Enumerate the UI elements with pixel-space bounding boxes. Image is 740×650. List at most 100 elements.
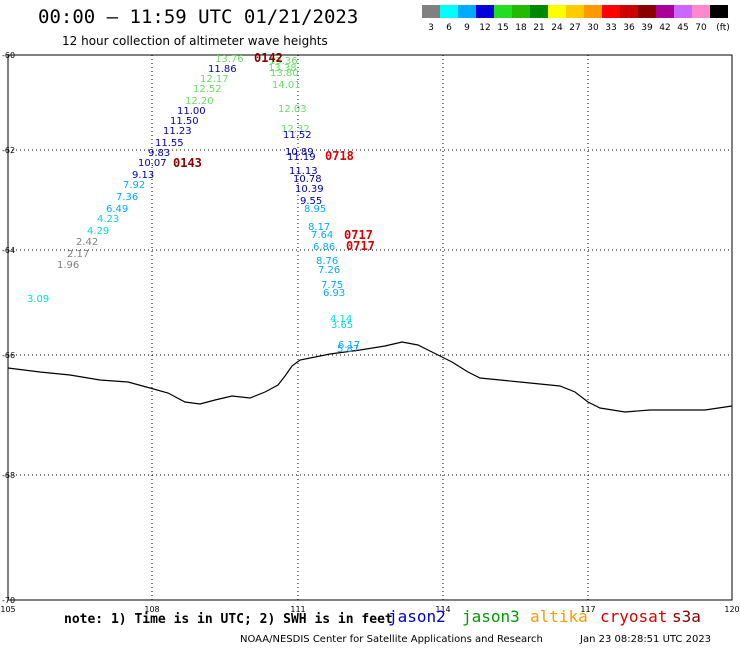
wave-height-label: 4.14 <box>330 314 352 325</box>
legend-label: 18 <box>515 23 527 33</box>
latitude-label: -70 <box>2 596 15 605</box>
wave-height-label: 11.00 <box>177 106 206 117</box>
wave-height-label: 8.95 <box>304 204 326 215</box>
wave-height-label: 11.13 <box>289 166 318 177</box>
legend-swatch <box>422 5 440 18</box>
coastline <box>7 341 733 413</box>
wave-height-label: 6.49 <box>106 204 128 215</box>
wave-height-label: 6.86 <box>313 242 335 253</box>
pass-time-label: 0717 <box>346 239 375 253</box>
wave-height-label: 7.75 <box>321 280 343 291</box>
wave-height-label: 1.96 <box>57 260 79 271</box>
legend-label: 24 <box>551 23 563 33</box>
wave-height-label: 13.80 <box>270 68 299 79</box>
legend-label: (ft) <box>716 23 730 33</box>
wave-height-label: 9.83 <box>148 148 170 159</box>
pass-time-label: 0718 <box>325 149 354 163</box>
satellite-s3a: s3a <box>672 607 701 626</box>
satellite-jason2: jason2 <box>388 607 446 626</box>
latitude-label: -60 <box>2 51 15 60</box>
wave-height-label: 2.42 <box>76 237 98 248</box>
wave-height-label: 7.26 <box>318 265 340 276</box>
wave-height-label: 11.55 <box>155 138 184 149</box>
wave-height-label: 4.29 <box>87 226 109 237</box>
latitude-label: -68 <box>2 471 15 480</box>
longitude-label: 117 <box>580 605 595 614</box>
legend-swatch <box>620 5 638 18</box>
legend-label: 3 <box>428 23 434 33</box>
legend-label: 30 <box>587 23 599 33</box>
satellite-jason3: jason3 <box>462 607 520 626</box>
pass-time-label: 0143 <box>173 156 202 170</box>
wave-height-label: 10.78 <box>293 174 322 185</box>
wave-height-label: 10.07 <box>138 158 167 169</box>
wave-height-label: 6.17 <box>338 340 360 351</box>
wave-height-label: 13.76 <box>215 54 244 65</box>
legend-label: 45 <box>677 23 688 33</box>
longitude-label: 120 <box>724 605 739 614</box>
legend-swatch <box>566 5 584 18</box>
legend-swatch <box>638 5 656 18</box>
wave-height-label: 11.50 <box>170 116 199 127</box>
wave-height-label: 7.64 <box>311 230 333 241</box>
wave-height-label: 6.93 <box>323 288 345 299</box>
pass-time-label: 0717 <box>344 228 373 242</box>
latitude-label: -66 <box>2 351 15 360</box>
wave-height-label: 14.01 <box>272 80 301 91</box>
legend-swatch <box>494 5 512 18</box>
legend-label: 27 <box>569 23 580 33</box>
timestamp: Jan 23 08:28:51 UTC 2023 <box>580 634 712 645</box>
legend-swatch <box>584 5 602 18</box>
wave-height-label: 8.76 <box>316 256 338 267</box>
legend-label: 36 <box>623 23 635 33</box>
legend-swatch <box>674 5 692 18</box>
legend-label: 39 <box>641 23 653 33</box>
wave-height-label: 4.23 <box>97 214 119 225</box>
satellite-cryosat: cryosat <box>600 607 668 626</box>
legend-swatch <box>512 5 530 18</box>
latitude-label: -62 <box>2 146 15 155</box>
wave-height-label: 7.92 <box>123 180 145 191</box>
legend-label: 21 <box>533 23 544 33</box>
wave-height-label: 11.86 <box>208 64 237 75</box>
legend-swatch <box>530 5 548 18</box>
wave-height-label: 12.17 <box>200 74 229 85</box>
wave-height-label: 9.55 <box>300 196 322 207</box>
legend-label: 9 <box>464 23 470 33</box>
longitude-label: 114 <box>435 605 450 614</box>
wave-height-label: 11.23 <box>163 126 192 137</box>
legend-swatch <box>548 5 566 18</box>
wave-height-label: 10.89 <box>285 147 314 158</box>
longitude-label: 111 <box>290 605 305 614</box>
wave-height-label: 2.17 <box>67 249 89 260</box>
legend-swatch <box>458 5 476 18</box>
color-legend: 3 6 9 12 15 18 21 24 27 30 33 36 39 42 45 70 (ft) <box>422 5 730 33</box>
legend-swatch <box>692 5 710 18</box>
wave-height-label: 12.52 <box>193 84 222 95</box>
legend-swatch <box>476 5 494 18</box>
legend-swatch <box>602 5 620 18</box>
footer-note: note: 1) Time is in UTC; 2) SWH is in fe… <box>64 612 393 627</box>
wave-height-label: 3.65 <box>331 320 353 331</box>
satellite-altika: altika <box>530 607 588 626</box>
wave-height-label: 9.13 <box>132 170 154 181</box>
page-title: 00:00 – 11:59 UTC 01/21/2023 <box>38 6 359 28</box>
latitude-label: -64 <box>2 246 15 255</box>
legend-label: 12 <box>479 23 490 33</box>
legend-label: 15 <box>497 23 508 33</box>
legend-swatch <box>710 5 728 18</box>
wave-height-label: 3.09 <box>27 294 49 305</box>
wave-height-label: 5.87 <box>337 344 359 355</box>
wave-height-label: 12.20 <box>185 96 214 107</box>
legend-label: 33 <box>605 23 616 33</box>
longitude-label: 105 <box>0 605 15 614</box>
wave-height-label: 13.36 <box>269 56 298 67</box>
wave-height-label: 13.38 <box>268 63 297 74</box>
wave-height-label: 12.03 <box>278 104 307 115</box>
wave-height-label: 12.32 <box>281 124 310 135</box>
legend-swatch <box>440 5 458 18</box>
legend-swatch <box>656 5 674 18</box>
legend-label: 42 <box>659 23 670 33</box>
legend-label: 70 <box>695 23 707 33</box>
